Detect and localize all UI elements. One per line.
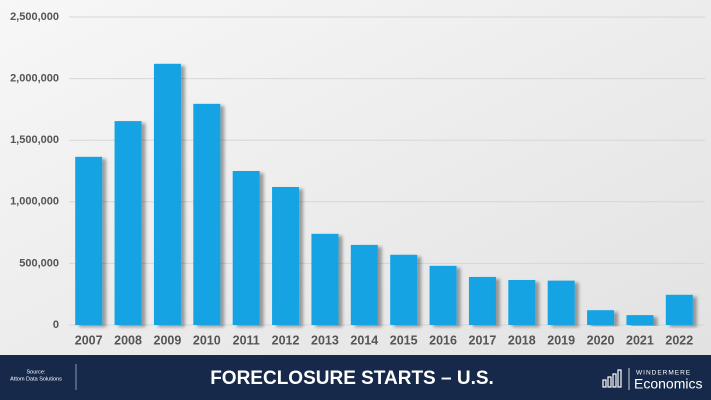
- x-tick-label: 2017: [469, 333, 497, 347]
- bar: [232, 171, 260, 325]
- y-tick-label: 1,500,000: [10, 134, 59, 146]
- bar: [311, 233, 339, 325]
- x-tick-label: 2011: [233, 333, 260, 347]
- x-tick-label: 2015: [390, 333, 418, 347]
- bar: [429, 265, 457, 325]
- source-name: Attom Data Solutions: [10, 376, 62, 382]
- bar: [587, 310, 615, 325]
- brand-top: WINDERMERE: [636, 370, 691, 377]
- x-tick-label: 2018: [508, 333, 536, 347]
- bar: [665, 294, 693, 325]
- y-tick-label: 2,500,000: [10, 11, 59, 23]
- bar: [153, 63, 181, 325]
- bar: [468, 276, 496, 325]
- x-tick-label: 2016: [429, 333, 457, 347]
- x-tick-label: 2019: [547, 333, 575, 347]
- y-tick-label: 0: [53, 319, 59, 331]
- chart-title: FORECLOSURE STARTS – U.S.: [210, 368, 494, 389]
- x-tick-label: 2010: [193, 333, 221, 347]
- source-label: Source:: [27, 369, 46, 375]
- x-tick-label: 2007: [75, 333, 103, 347]
- x-tick-label: 2021: [626, 333, 654, 347]
- bar: [114, 121, 142, 325]
- footer-band: [0, 355, 711, 400]
- logo-icon: [602, 369, 622, 388]
- bar: [193, 103, 221, 325]
- brand: Economics: [634, 376, 702, 392]
- bar: [547, 280, 575, 325]
- y-tick-label: 1,000,000: [10, 196, 59, 208]
- x-tick-label: 2013: [311, 333, 339, 347]
- bar: [350, 244, 378, 325]
- bar: [75, 156, 103, 325]
- x-tick-label: 2020: [587, 333, 615, 347]
- x-tick-label: 2008: [114, 333, 142, 347]
- y-tick-label: 500,000: [19, 257, 59, 269]
- bar: [390, 254, 418, 325]
- x-tick-label: 2014: [350, 333, 378, 347]
- bar: [508, 280, 536, 325]
- bar: [272, 187, 300, 325]
- bar: [626, 315, 654, 325]
- x-tick-label: 2012: [272, 333, 300, 347]
- x-tick-label: 2009: [154, 333, 182, 347]
- y-tick-label: 2,000,000: [10, 73, 59, 85]
- x-tick-label: 2022: [665, 333, 693, 347]
